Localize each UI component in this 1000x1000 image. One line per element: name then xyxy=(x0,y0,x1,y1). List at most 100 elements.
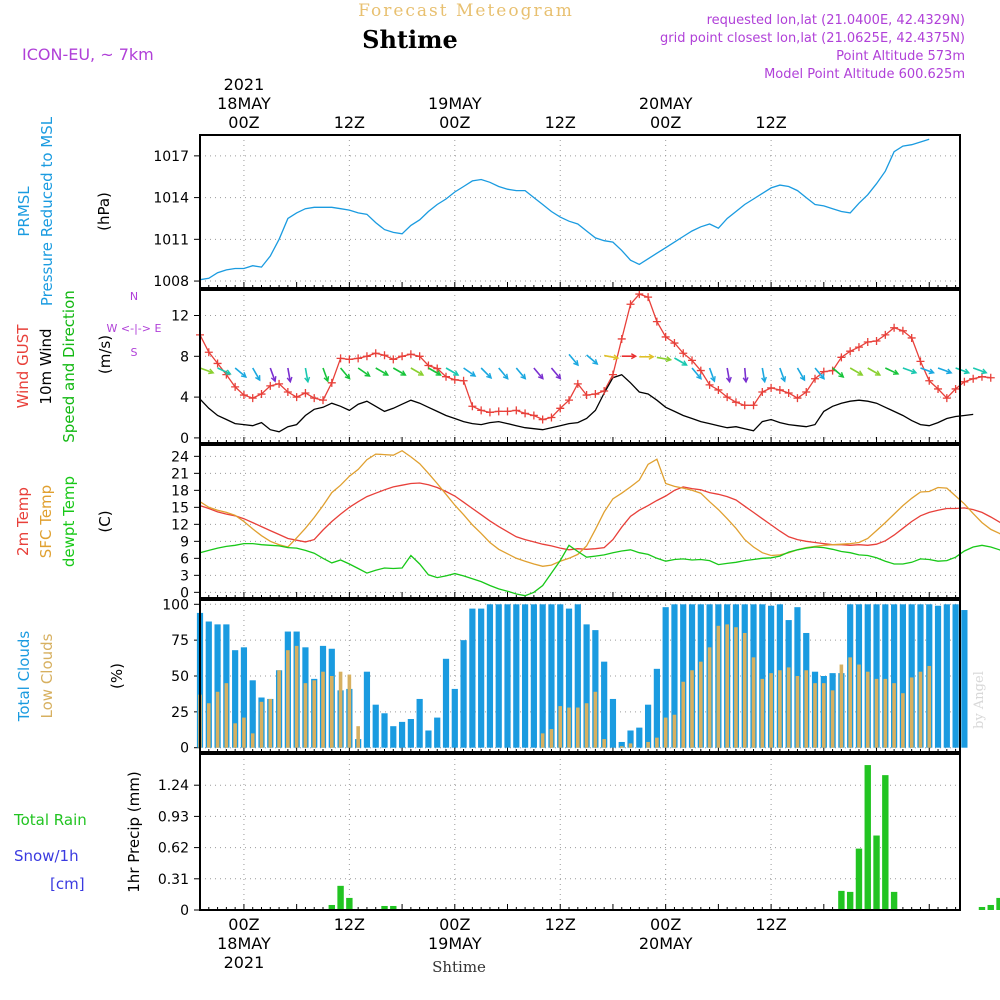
panel-frame xyxy=(199,444,961,599)
wind-direction-arrowhead xyxy=(304,376,311,384)
panel-label-line: dewpt Temp xyxy=(60,476,78,567)
total-cloud-bar xyxy=(636,727,643,748)
gust-marker xyxy=(354,354,363,363)
low-cloud-bar xyxy=(716,625,721,748)
gust-marker xyxy=(767,383,776,392)
y-tick-label: 24 xyxy=(171,449,189,465)
panel-background xyxy=(200,754,960,910)
low-cloud-bar xyxy=(215,691,220,748)
wind-direction-arrow xyxy=(515,367,526,380)
low-cloud-bar xyxy=(786,667,791,748)
wind-direction-arrowhead xyxy=(537,373,544,380)
gust-marker xyxy=(705,380,714,389)
wind-direction-arrowhead xyxy=(648,353,655,360)
gust-marker xyxy=(758,388,767,396)
wind-direction-arrow xyxy=(937,367,952,374)
y-tick-label: 0.31 xyxy=(158,872,189,888)
total-cloud-bar xyxy=(539,604,546,748)
gust-marker xyxy=(327,378,336,387)
gust-marker xyxy=(775,385,784,394)
low-cloud-bar xyxy=(259,701,264,748)
panel-side-labels: Total Rain Snow/1h [cm] 1hr Precip (mm) xyxy=(13,771,143,893)
gust-marker xyxy=(301,389,310,398)
wind-direction-arrow xyxy=(656,356,671,361)
gust-marker xyxy=(345,355,354,364)
wind-direction-arrowhead xyxy=(270,376,277,383)
wind-direction-arrowhead xyxy=(573,360,579,367)
y-tick-label: 1.24 xyxy=(158,778,189,794)
total-cloud-bar xyxy=(513,604,520,748)
total-cloud-bar xyxy=(873,604,880,748)
precip-snow-label: Snow/1h xyxy=(14,847,79,865)
panel-background xyxy=(200,290,960,443)
time-label: 00Z xyxy=(439,915,470,934)
wind-direction-arrowhead xyxy=(417,370,425,376)
wind-direction-arrowhead xyxy=(323,376,330,383)
gust-marker xyxy=(275,379,284,388)
wind-direction-arrow xyxy=(269,367,276,382)
time-label: 20MAY xyxy=(639,94,693,113)
low-cloud-bar xyxy=(699,661,703,748)
time-label: 19MAY xyxy=(428,934,482,953)
low-cloud-bar xyxy=(277,670,281,748)
wind-direction-arrowhead xyxy=(761,376,767,384)
wind-direction-arrow xyxy=(463,367,476,377)
wind-direction-arrowhead xyxy=(520,373,527,380)
total-cloud-bar xyxy=(504,604,511,748)
y-tick-label: 75 xyxy=(171,633,189,649)
wind-direction-arrow xyxy=(375,367,389,376)
wind-direction-arrowhead xyxy=(400,370,407,376)
compass-south: S xyxy=(131,346,138,359)
gust-marker xyxy=(538,415,547,424)
total-cloud-bar xyxy=(565,608,573,748)
panel-2: 0 4 8 12 N W <-|-> E S Wind GUST 10m Wind Speed a… xyxy=(14,289,995,447)
total-cloud-bar xyxy=(416,698,423,748)
panel-frame xyxy=(199,134,961,289)
model-label: ICON-EU, ~ 7km xyxy=(22,45,154,64)
panel-side-labels: Total Clouds Low Clouds (%) xyxy=(15,631,126,723)
time-label: 00Z xyxy=(228,915,259,934)
low-cloud-bar xyxy=(224,683,229,748)
total-cloud-bar xyxy=(609,698,617,748)
time-label: 20MAY xyxy=(639,934,693,953)
pressure-line xyxy=(199,138,930,281)
precip-axis-label: 1hr Precip (mm) xyxy=(125,771,143,892)
total-cloud-bar xyxy=(486,604,494,748)
wind-direction-arrow xyxy=(920,367,934,374)
wind-direction-arrowhead xyxy=(681,360,688,366)
precip-bar xyxy=(996,897,1000,910)
wind-direction-arrow xyxy=(410,367,424,376)
low-cloud-bar xyxy=(312,680,317,748)
low-cloud-bar xyxy=(883,678,888,748)
y-tick-label: 9 xyxy=(180,534,189,550)
total-cloud-bar xyxy=(495,604,502,748)
low-cloud-bar xyxy=(294,645,299,748)
total-cloud-bar xyxy=(249,680,256,748)
location-title: Shtime xyxy=(362,25,458,54)
gust-marker xyxy=(415,352,424,361)
gust-marker xyxy=(714,385,723,394)
gust-marker xyxy=(556,404,565,413)
low-cloud-bar xyxy=(918,671,923,748)
panel-5: 0 0.31 0.62 0.93 1.24 Total Rain Snow/1h [cm] 1h… xyxy=(13,753,1000,919)
wind-direction-arrow xyxy=(428,367,441,376)
precip-bar xyxy=(328,904,335,910)
wind-direction-arrowhead xyxy=(555,373,562,380)
low-cloud-bar xyxy=(742,632,747,748)
gust-marker xyxy=(635,290,644,299)
y-tick-label: 1011 xyxy=(153,232,189,248)
wind-direction-arrow xyxy=(674,357,687,366)
total-cloud-bar xyxy=(390,726,397,748)
total-cloud-bar xyxy=(934,605,942,748)
x-axis-title: Shtime xyxy=(432,958,486,976)
total-cloud-bar xyxy=(363,671,371,748)
low-cloud-bar xyxy=(329,676,334,748)
gust-marker xyxy=(283,388,292,396)
total-cloud-bar xyxy=(407,719,414,748)
wind-direction-arrowhead xyxy=(240,372,248,378)
gust-marker xyxy=(819,367,828,376)
panel-side-labels: PRMSL Pressure Reduced to MSL (hPa) xyxy=(15,116,113,306)
wind-direction-arrowhead xyxy=(911,368,918,375)
panel-frame xyxy=(199,599,961,753)
low-cloud-bar xyxy=(927,665,932,748)
